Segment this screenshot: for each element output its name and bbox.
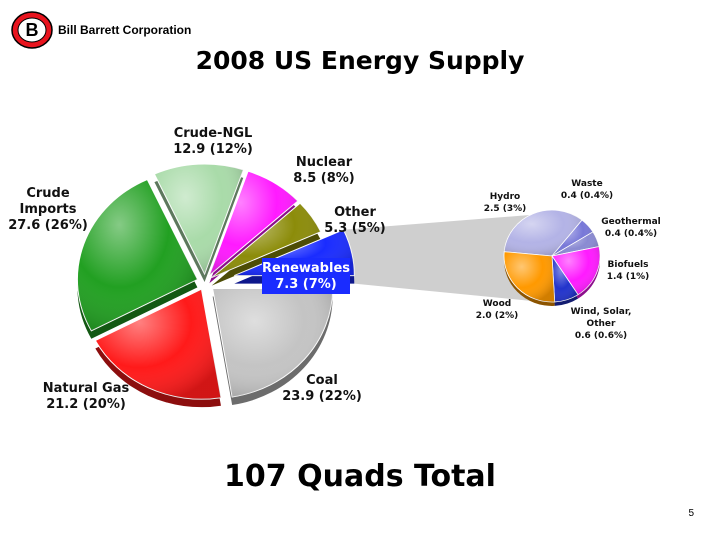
- sub-slice-shine-biofuels: [552, 246, 601, 295]
- label-crude_ngl: Crude-NGL 12.9 (12%): [173, 126, 253, 157]
- label-hydro: Hydro 2.5 (3%): [484, 192, 527, 214]
- label-geothermal: Geothermal 0.4 (0.4%): [601, 217, 660, 239]
- renewables-label-box: [262, 258, 350, 294]
- label-crude_imports: Crude Imports 27.6 (26%): [8, 186, 88, 233]
- main-slice-shine-other: [211, 203, 321, 278]
- label-biofuels-value: 1.4 (1%): [607, 272, 650, 282]
- sub-slice-shine-waste: [552, 220, 593, 256]
- label-geothermal-name: Geothermal: [601, 217, 660, 227]
- label-coal: Coal 23.9 (22%): [282, 373, 362, 404]
- label-coal-name: Coal: [306, 373, 338, 388]
- label-nuclear-value: 8.5 (8%): [293, 171, 355, 186]
- label-crude_imports-value: 27.6 (26%): [8, 218, 88, 233]
- label-wind_solar_other: Wind, Solar, Other 0.6 (0.6%): [571, 307, 632, 341]
- label-waste: Waste 0.4 (0.4%): [561, 179, 613, 201]
- main-slice-shine-natural_gas: [95, 289, 221, 400]
- callout-connector: [343, 214, 542, 302]
- renewables-breakdown-pie: [503, 209, 601, 307]
- total-label: 107 Quads Total: [224, 459, 496, 494]
- main-slice-shine-coal: [212, 288, 333, 397]
- label-crude_ngl-name: Crude-NGL: [174, 126, 253, 141]
- sub-slice-shine-geothermal: [552, 231, 599, 256]
- label-nuclear: Nuclear 8.5 (8%): [293, 155, 355, 186]
- company-logo: B: [11, 11, 53, 49]
- logo-letter: B: [26, 20, 39, 40]
- label-renewables: Renewables 7.3 (7%): [262, 261, 350, 292]
- sub-slice-shine-hydro: [504, 209, 582, 256]
- label-natural_gas: Natural Gas 21.2 (20%): [43, 381, 130, 412]
- label-other: Other 5.3 (5%): [324, 205, 386, 236]
- label-hydro-value: 2.5 (3%): [484, 204, 527, 214]
- label-coal-value: 23.9 (22%): [282, 389, 362, 404]
- main-slice-shine-crude_ngl: [154, 164, 244, 275]
- page-number: 5: [688, 508, 694, 519]
- slice-labels: Coal 23.9 (22%) Natural Gas 21.2 (20%) Crude…: [8, 126, 661, 412]
- label-renewables-value: 7.3 (7%): [275, 277, 337, 292]
- main-slice-shine-nuclear: [209, 171, 298, 276]
- label-other-value: 5.3 (5%): [324, 221, 386, 236]
- label-renewables-name: Renewables: [262, 261, 350, 276]
- label-natural_gas-name: Natural Gas: [43, 381, 130, 396]
- label-crude_imports-name-1: Imports: [20, 202, 77, 217]
- main-slice-shine-crude_imports: [77, 179, 198, 331]
- label-waste-value: 0.4 (0.4%): [561, 191, 613, 201]
- label-nuclear-name: Nuclear: [296, 155, 353, 170]
- label-natural_gas-value: 21.2 (20%): [46, 397, 126, 412]
- sub-slice-shine-wood: [503, 251, 555, 303]
- label-hydro-name: Hydro: [490, 192, 520, 202]
- main-pie: [76, 163, 355, 408]
- renewables-callout: [343, 214, 542, 302]
- label-other-name: Other: [334, 205, 376, 220]
- label-biofuels-name: Biofuels: [608, 260, 649, 270]
- label-wind_solar_other-name-0: Wind, Solar,: [571, 307, 632, 317]
- label-wood: Wood 2.0 (2%): [476, 299, 519, 321]
- chart-title: 2008 US Energy Supply: [195, 46, 525, 75]
- label-crude_ngl-value: 12.9 (12%): [173, 142, 253, 157]
- label-wood-name: Wood: [483, 299, 511, 309]
- sub-slice-shine-wind_solar_other: [552, 256, 579, 302]
- label-biofuels: Biofuels 1.4 (1%): [607, 260, 650, 282]
- label-crude_imports-name-0: Crude: [26, 186, 70, 201]
- company-name: Bill Barrett Corporation: [58, 23, 192, 37]
- label-waste-name: Waste: [571, 179, 602, 189]
- label-geothermal-value: 0.4 (0.4%): [605, 229, 657, 239]
- label-wood-value: 2.0 (2%): [476, 311, 519, 321]
- label-wind_solar_other-name-1: Other: [587, 319, 616, 329]
- label-wind_solar_other-value: 0.6 (0.6%): [575, 331, 627, 341]
